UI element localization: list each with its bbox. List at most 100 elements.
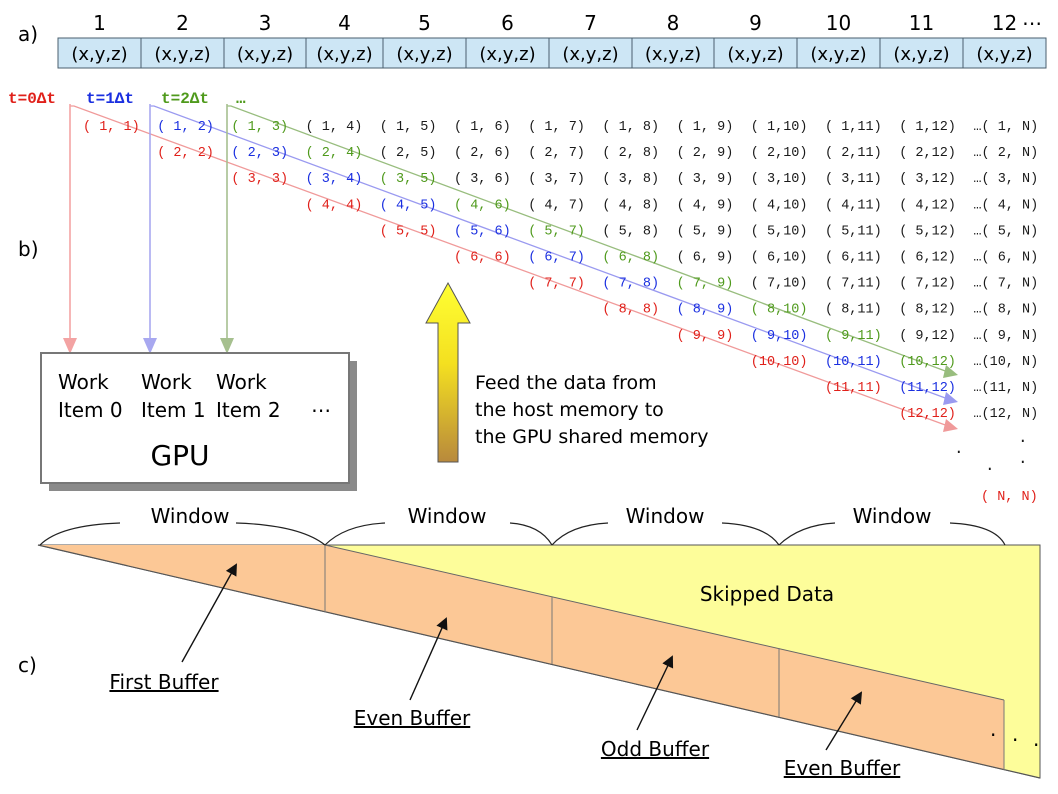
buffer-pointer-3 [636, 655, 674, 731]
diagonal-arrowhead [943, 419, 958, 432]
pair-cell: ( 2, 6) [454, 146, 511, 161]
pair-cell: ( 3,12) [899, 172, 956, 187]
array-index: 8 [667, 11, 680, 35]
pair-cell: ( 4, 7) [528, 198, 585, 213]
pair-cell: ( 6,10) [751, 251, 808, 266]
array-cell [140, 37, 225, 69]
array-ellipsis: ⋯ [1022, 11, 1042, 35]
pair-cell: ( 1, 5) [380, 120, 437, 135]
pair-cell: ( 3, 4) [306, 172, 363, 187]
array-cell [796, 37, 881, 69]
pair-cell: ( 3, 5) [380, 172, 437, 187]
array-cell-text: (x,y,z) [976, 44, 1032, 65]
pair-row-end: …(11, N) [973, 381, 1038, 396]
pair-cell: ( 9, 9) [677, 329, 734, 344]
pair-cell: ( 3,10) [751, 172, 808, 187]
pair-cell: ( 7,12) [899, 277, 956, 292]
feed-text-line-3: the GPU shared memory [475, 426, 709, 448]
array-cell-text: (x,y,z) [396, 44, 452, 65]
pair-cell: ( 2,11) [825, 146, 882, 161]
array-index: 12 [992, 11, 1017, 35]
pair-row-end: …(10, N) [973, 355, 1038, 370]
pair-cell: ( 7, 9) [677, 277, 734, 292]
pair-cell: ( 5, 6) [454, 224, 511, 239]
continuation-dot: · [1018, 432, 1028, 450]
panel-label-a: a) [18, 22, 38, 46]
pair-cell: ( 8,12) [899, 303, 956, 318]
array-cell-text: (x,y,z) [727, 44, 783, 65]
diagonal-line [150, 105, 949, 400]
tail-region [1004, 700, 1040, 778]
pair-last: ( N, N) [981, 490, 1038, 505]
arrow-red-head [63, 338, 77, 354]
buffer-labels: First Buffer Even Buffer Odd Buffer Even… [109, 563, 901, 780]
pair-cell: (10,11) [825, 355, 882, 370]
diagonal-arrowhead [943, 392, 958, 405]
buffer-triangle: Skipped Data · · · [37, 544, 1041, 779]
window-brace-1 [39, 522, 326, 546]
pair-cell: ( 4,11) [825, 198, 882, 213]
pair-cell: ( 3,11) [825, 172, 882, 187]
diagonal-line [70, 105, 949, 427]
buffer-pointer-1 [181, 563, 237, 663]
pair-cell: (11,11) [825, 381, 882, 396]
pair-cell: ( 5,10) [751, 224, 808, 239]
buffer-label-even-2: Even Buffer [784, 756, 901, 780]
timestep-labels: t=0Δt t=1Δt t=2Δt … [8, 90, 246, 108]
window-brace-2 [324, 522, 553, 546]
timestep-label-2: t=2Δt [161, 90, 209, 108]
pair-cell: ( 3, 7) [528, 172, 585, 187]
feed-up-arrow-shape [425, 281, 471, 463]
array-index: 2 [176, 11, 189, 35]
pair-cell: ( 1, 8) [602, 120, 659, 135]
pair-cell: (11,12) [899, 381, 956, 396]
timestep-label-0: t=0Δt [8, 90, 56, 108]
continuation-dot: · [1018, 453, 1028, 471]
pair-cell: ( 2, 3) [231, 146, 288, 161]
pair-cell: ( 5, 5) [380, 224, 437, 239]
pair-cell: ( 7, 8) [602, 277, 659, 292]
gpu-label: GPU [150, 439, 209, 472]
pair-row-end: …( 7, N) [973, 277, 1038, 292]
work-item-2-line1: Work [216, 370, 267, 394]
pair-cell: ( 6, 7) [528, 251, 585, 266]
buffer-label-odd: Odd Buffer [601, 737, 710, 761]
buffer-edge-bottom [37, 544, 1041, 779]
work-item-1-line2: Item 1 [141, 398, 206, 422]
pair-cell: ( 9,10) [751, 329, 808, 344]
pair-cell: ( 3, 3) [231, 172, 288, 187]
pair-cell: ( 8,10) [751, 303, 808, 318]
pair-row-end: …( 2, N) [973, 146, 1038, 161]
feed-text-line-2: the host memory to [475, 399, 664, 421]
window-brace-3 [551, 522, 780, 546]
pair-cell: ( 2, 4) [306, 146, 363, 161]
pair-cell: ( 8,11) [825, 303, 882, 318]
timestep-label-3: … [236, 90, 246, 108]
pair-cell: ( 7,11) [825, 277, 882, 292]
timestep-label-1: t=1Δt [86, 90, 134, 108]
pair-cell: ( 4,12) [899, 198, 956, 213]
array-index: 6 [501, 11, 514, 35]
buffer-label-first: First Buffer [109, 670, 219, 694]
work-item-2-line2: Item 2 [216, 398, 281, 422]
array-cell-text: (x,y,z) [479, 44, 535, 65]
pair-row-end: …( 4, N) [973, 198, 1038, 213]
pair-cell: ( 1, 9) [677, 120, 734, 135]
skipped-data-label: Skipped Data [700, 582, 834, 606]
pair-cell: ( 1, 6) [454, 120, 511, 135]
pair-cell: ( 4, 5) [380, 198, 437, 213]
array-index: 10 [826, 11, 851, 35]
tail-dots-3: · [1033, 733, 1039, 757]
panel-label-c: c) [18, 653, 37, 677]
buffer-pointer-2 [409, 617, 448, 701]
pair-cell: ( 1, 4) [306, 120, 363, 135]
pair-cell: ( 9,11) [825, 329, 882, 344]
diagonal-lines [70, 105, 958, 432]
pair-cell: ( 7, 7) [528, 277, 585, 292]
array-index: 7 [584, 11, 597, 35]
window-label-1: Window [151, 504, 230, 528]
pair-cell: ( 5,11) [825, 224, 882, 239]
pair-cell: ( 6,12) [899, 251, 956, 266]
array-cell [223, 37, 307, 69]
